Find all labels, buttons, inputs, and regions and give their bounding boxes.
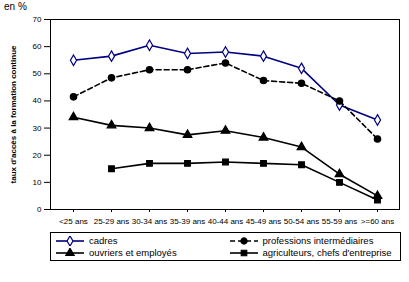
svg-text:35-39 ans: 35-39 ans	[170, 217, 206, 226]
html-text:en %: en %	[4, 1, 27, 12]
svg-text:25-29 ans: 25-29 ans	[94, 217, 130, 226]
svg-text:40: 40	[33, 96, 42, 105]
svg-text:0: 0	[37, 205, 42, 214]
svg-text:45-49 ans: 45-49 ans	[246, 217, 282, 226]
svg-text:20: 20	[33, 151, 42, 160]
svg-text:55-59 ans: 55-59 ans	[322, 217, 358, 226]
svg-text:40-44 ans: 40-44 ans	[208, 217, 244, 226]
html-text:professions intermédiaires: professions intermédiaires	[262, 235, 374, 246]
html-text:agriculteurs, chefs d'entrepri: agriculteurs, chefs d'entreprise	[262, 247, 392, 258]
svg-text:70: 70	[33, 15, 42, 24]
svg-text:30: 30	[33, 124, 42, 133]
svg-text:50-54 ans: 50-54 ans	[284, 217, 320, 226]
svg-text:>=60 ans: >=60 ans	[361, 217, 394, 226]
svg-text:<25 ans: <25 ans	[59, 217, 88, 226]
html-text:cadres: cadres	[89, 235, 118, 246]
svg-text:taux d'accès à la formation co: taux d'accès à la formation continue	[9, 45, 18, 183]
svg-text:60: 60	[33, 42, 42, 51]
html-text:ouvriers et employés: ouvriers et employés	[89, 247, 177, 258]
svg-text:10: 10	[33, 178, 42, 187]
svg-text:50: 50	[33, 69, 42, 78]
svg-text:30-34 ans: 30-34 ans	[132, 217, 168, 226]
